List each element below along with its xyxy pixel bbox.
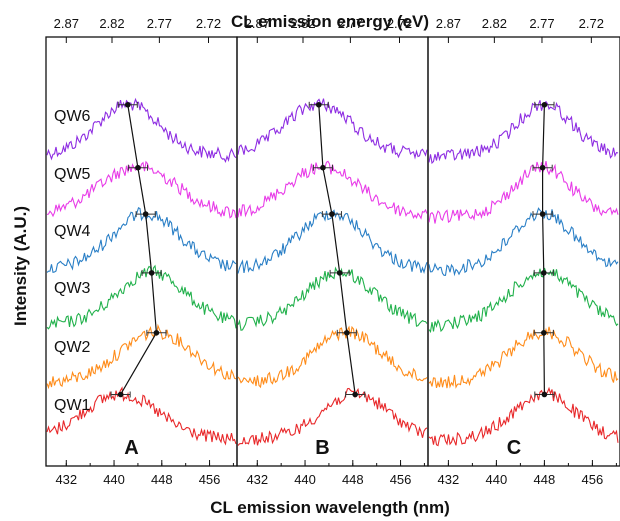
peak-marker (142, 211, 149, 217)
peak-marker (344, 330, 350, 336)
bottom-tick-label: 448 (151, 472, 173, 487)
well-label-QW1: QW1 (54, 397, 91, 414)
bottom-tick-label: 432 (55, 472, 77, 487)
spectrum-QW3 (428, 267, 619, 334)
top-tick-label: 2.82 (99, 16, 124, 31)
bottom-tick-label: 432 (246, 472, 268, 487)
spectrum-QW4 (428, 207, 619, 277)
spectrum-QW6 (237, 98, 428, 160)
spectrum-QW1 (428, 386, 619, 447)
top-tick-label: 2.77 (338, 16, 363, 31)
peak-marker (336, 270, 343, 276)
peak-marker (315, 102, 322, 108)
bottom-tick-label: 432 (438, 472, 460, 487)
top-tick-label: 2.77 (147, 16, 172, 31)
top-tick-label: 2.87 (54, 16, 79, 31)
bottom-tick-label: 456 (390, 472, 412, 487)
peak-marker (117, 391, 124, 398)
peak-trend-line (542, 104, 545, 395)
well-label-QW6: QW6 (54, 108, 91, 125)
peak-trend-line (318, 104, 356, 395)
panel-label: B (315, 437, 329, 459)
well-label-QW4: QW4 (54, 223, 91, 240)
panel-A: 432 440 448 456 2.87 2.82 2.77 2.72 A (45, 16, 238, 487)
spectrum-QW3 (46, 264, 237, 330)
spectrum-QW6 (46, 97, 237, 164)
top-tick-label: 2.72 (579, 16, 604, 31)
peak-marker (148, 270, 155, 276)
top-tick-label: 2.82 (482, 16, 507, 31)
spectrum-QW5 (46, 160, 237, 219)
bottom-tick-label: 456 (199, 472, 221, 487)
spectrum-QW2 (428, 326, 619, 389)
panel-label: C (507, 437, 521, 459)
well-label-QW5: QW5 (54, 166, 91, 183)
bottom-tick-label: 456 (582, 472, 604, 487)
peak-marker (329, 211, 335, 217)
panel-frame (236, 36, 429, 467)
spectrum-QW5 (237, 160, 428, 220)
panel-label: A (124, 437, 138, 459)
bottom-tick-label: 448 (342, 472, 364, 487)
bottom-axis-title: CL emission wavelength (nm) (210, 498, 450, 517)
top-tick-label: 2.77 (529, 16, 554, 31)
peak-marker (541, 270, 547, 276)
y-axis-title: Intensity (A.U.) (11, 206, 30, 326)
peak-marker (352, 391, 358, 398)
spectrum-QW1 (46, 386, 237, 446)
peak-marker (541, 330, 547, 336)
panels-group: 432 440 448 456 2.87 2.82 2.77 2.72 A 432 440 448 45… (45, 16, 620, 487)
top-axis-title: CL emission energy (eV) (231, 12, 429, 31)
well-label-QW2: QW2 (54, 339, 91, 356)
bottom-tick-label: 440 (294, 472, 316, 487)
spectrum-QW4 (46, 207, 237, 273)
top-tick-label: 2.72 (196, 16, 221, 31)
spectrum-QW6 (428, 100, 619, 165)
peak-marker (539, 164, 546, 171)
peak-marker (124, 102, 131, 108)
bottom-tick-label: 448 (534, 472, 556, 487)
peak-marker (541, 391, 548, 398)
top-tick-label: 2.72 (387, 16, 412, 31)
spectrum-QW1 (237, 387, 428, 446)
top-tick-label: 2.82 (290, 16, 315, 31)
panel-B: 432 440 448 456 2.87 2.82 2.77 2.72 B (236, 16, 429, 487)
peak-trend-line (120, 104, 158, 395)
bottom-tick-label: 440 (486, 472, 508, 487)
spectrum-QW2 (237, 325, 428, 389)
spectrum-QW5 (428, 160, 619, 224)
peak-marker (539, 211, 546, 217)
peak-marker (541, 102, 548, 108)
peak-marker (320, 164, 326, 171)
bottom-tick-label: 440 (103, 472, 125, 487)
peak-marker (135, 164, 141, 171)
well-label-QW3: QW3 (54, 280, 91, 297)
top-tick-label: 2.87 (436, 16, 461, 31)
top-tick-label: 2.87 (245, 16, 270, 31)
spectrum-QW2 (46, 323, 237, 390)
panel-frame (427, 36, 620, 467)
peak-marker (153, 330, 160, 336)
spectrum-QW3 (237, 266, 428, 331)
panel-C: 432 440 448 456 2.87 2.82 2.77 2.72 C (427, 16, 620, 487)
